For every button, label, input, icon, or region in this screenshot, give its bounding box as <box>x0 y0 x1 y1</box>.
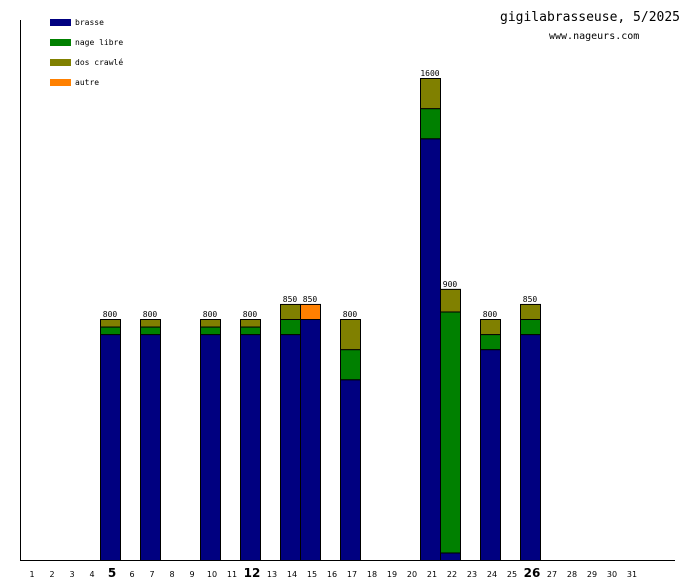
bar-total-label: 1600 <box>420 69 439 78</box>
bar-total-label: 800 <box>203 310 218 319</box>
bar-segment-nage-libre <box>480 334 501 351</box>
x-tick-label: 31 <box>627 570 637 579</box>
bar-segment-nage-libre <box>340 349 361 381</box>
legend-item-nage-libre: nage libre <box>50 38 123 47</box>
x-tick-label: 24 <box>487 570 497 579</box>
bar-segment-autre <box>300 303 321 320</box>
legend-label: autre <box>75 78 100 87</box>
bar-segment-brasse <box>480 349 501 561</box>
bar-segment-nage-libre <box>140 326 161 336</box>
bar-segment-nage-libre <box>100 326 121 336</box>
bar-total-label: 800 <box>243 310 258 319</box>
bar-total-label: 800 <box>143 310 158 319</box>
x-tick-label: 21 <box>427 570 437 579</box>
x-tick-label: 30 <box>607 570 617 579</box>
bar-segment-brasse <box>200 334 221 561</box>
bar-segment-dos-crawlé <box>100 319 121 328</box>
x-tick-label: 22 <box>447 570 457 579</box>
legend-swatch <box>50 19 71 26</box>
bar-total-label: 800 <box>343 310 358 319</box>
bar-segment-brasse <box>280 334 301 561</box>
bar-total-label: 850 <box>303 295 318 304</box>
bar-segment-dos-crawlé <box>340 319 361 351</box>
legend-item-dos-crawle: dos crawlé <box>50 58 123 67</box>
bar-segment-nage-libre <box>200 326 221 336</box>
x-tick-label: 16 <box>327 570 337 579</box>
bar-total-label: 800 <box>103 310 118 319</box>
bar-segment-brasse <box>420 138 441 561</box>
bar-segment-nage-libre <box>440 311 461 554</box>
x-tick-label: 7 <box>149 570 154 579</box>
x-tick-label: 8 <box>169 570 174 579</box>
x-tick-label: 13 <box>267 570 277 579</box>
chart-title: gigilabrasseuse, 5/2025 <box>500 10 680 25</box>
x-tick-label: 6 <box>129 570 134 579</box>
bar-segment-nage-libre <box>280 319 301 336</box>
bar-segment-dos-crawlé <box>480 319 501 336</box>
x-tick-label: 14 <box>287 570 297 579</box>
x-tick-label: 20 <box>407 570 417 579</box>
legend-label: dos crawlé <box>75 58 124 67</box>
legend-label: brasse <box>75 18 104 27</box>
bar-segment-brasse <box>300 319 321 561</box>
bar-segment-brasse <box>100 334 121 561</box>
x-tick-label: 3 <box>69 570 74 579</box>
x-tick-label: 11 <box>227 570 237 579</box>
x-tick-label: 27 <box>547 570 557 579</box>
x-tick-label: 25 <box>507 570 517 579</box>
x-tick-label: 15 <box>307 570 317 579</box>
bar-segment-brasse <box>240 334 261 561</box>
legend-label: nage libre <box>75 38 124 47</box>
bar-segment-dos-crawlé <box>200 319 221 328</box>
bar-segment-dos-crawlé <box>520 303 541 320</box>
bar-total-label: 850 <box>283 295 298 304</box>
bar-segment-dos-crawlé <box>140 319 161 328</box>
x-tick-label: 5 <box>108 566 116 580</box>
bar-segment-dos-crawlé <box>280 303 301 320</box>
x-tick-label: 19 <box>387 570 397 579</box>
x-tick-label: 29 <box>587 570 597 579</box>
bar-segment-brasse <box>340 379 361 561</box>
bar-segment-nage-libre <box>420 108 441 140</box>
chart-subtitle: www.nageurs.com <box>549 31 640 42</box>
x-tick-label: 4 <box>89 570 94 579</box>
legend-swatch <box>50 59 71 66</box>
bar-total-label: 800 <box>483 310 498 319</box>
bar-segment-dos-crawlé <box>240 319 261 328</box>
x-tick-label: 10 <box>207 570 217 579</box>
x-tick-label: 12 <box>244 566 261 580</box>
legend-item-brasse: brasse <box>50 18 104 27</box>
bar-segment-brasse <box>440 552 461 561</box>
legend-swatch <box>50 39 71 46</box>
bar-segment-brasse <box>520 334 541 561</box>
bar-segment-nage-libre <box>520 319 541 336</box>
bar-segment-brasse <box>140 334 161 561</box>
bar-total-label: 850 <box>523 295 538 304</box>
bar-segment-nage-libre <box>240 326 261 336</box>
legend-item-autre: autre <box>50 78 99 87</box>
legend-swatch <box>50 79 71 86</box>
bar-segment-dos-crawlé <box>420 78 441 110</box>
bar-total-label: 900 <box>443 280 458 289</box>
bar-segment-dos-crawlé <box>440 288 461 313</box>
x-tick-label: 28 <box>567 570 577 579</box>
x-tick-label: 23 <box>467 570 477 579</box>
x-tick-label: 26 <box>524 566 541 580</box>
x-tick-label: 17 <box>347 570 357 579</box>
x-tick-label: 18 <box>367 570 377 579</box>
x-tick-label: 1 <box>29 570 34 579</box>
x-tick-label: 2 <box>49 570 54 579</box>
x-tick-label: 9 <box>189 570 194 579</box>
